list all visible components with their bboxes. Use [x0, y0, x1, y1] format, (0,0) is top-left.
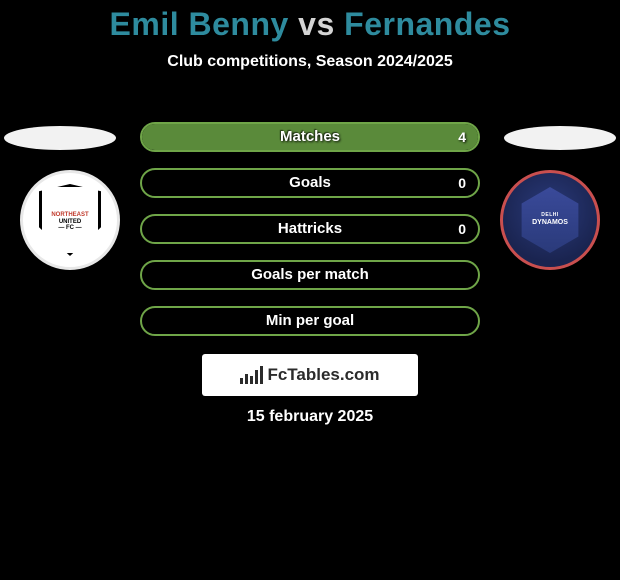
title-vs: vs — [298, 6, 335, 42]
club-logo-left: NORTHEAST UNITED — FC — — [20, 170, 120, 270]
fctables-badge[interactable]: FcTables.com — [202, 354, 418, 396]
title-player1: Emil Benny — [110, 6, 289, 42]
shield-line2: UNITED — [59, 219, 81, 226]
stat-label: Matches — [142, 124, 478, 150]
stat-label: Hattricks — [142, 216, 478, 242]
title-player2: Fernandes — [344, 6, 510, 42]
stat-label: Goals per match — [142, 262, 478, 288]
delhi-dynamos-hex-icon: DELHI DYNAMOS — [517, 187, 583, 253]
date-label: 15 february 2025 — [0, 408, 620, 426]
stat-row: Goals0 — [140, 168, 480, 198]
stat-row: Goals per match — [140, 260, 480, 290]
badge-text: FcTables.com — [267, 365, 379, 385]
stats-bars: Matches4Goals0Hattricks0Goals per matchM… — [140, 122, 480, 352]
stat-row: Matches4 — [140, 122, 480, 152]
player2-marker-ellipse — [504, 126, 616, 150]
northeast-united-shield-icon: NORTHEAST UNITED — FC — — [39, 184, 101, 256]
subtitle: Club competitions, Season 2024/2025 — [0, 53, 620, 71]
page-title: Emil Benny vs Fernandes — [0, 0, 620, 43]
stat-row: Min per goal — [140, 306, 480, 336]
stat-value-right: 0 — [458, 170, 466, 196]
stat-value-right: 4 — [458, 124, 466, 150]
player1-marker-ellipse — [4, 126, 116, 150]
shield-line3: — FC — — [58, 225, 81, 232]
stat-label: Goals — [142, 170, 478, 196]
stat-label: Min per goal — [142, 308, 478, 334]
shield-line1: NORTHEAST — [51, 212, 88, 219]
bar-chart-icon — [240, 366, 263, 384]
club-logo-right: DELHI DYNAMOS — [500, 170, 600, 270]
stat-row: Hattricks0 — [140, 214, 480, 244]
stat-value-right: 0 — [458, 216, 466, 242]
hex-line2: DYNAMOS — [532, 219, 568, 227]
